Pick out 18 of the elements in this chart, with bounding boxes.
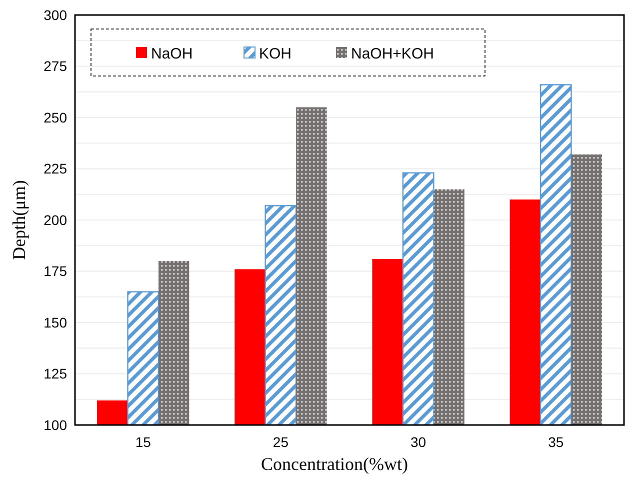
y-tick-label: 250 (44, 109, 68, 126)
y-tick-label: 225 (44, 160, 68, 177)
legend-label: KOH (259, 45, 292, 62)
x-tick-label: 30 (410, 434, 426, 450)
x-tick-label: 25 (272, 434, 289, 450)
y-tick-label: 200 (44, 212, 68, 228)
x-axis-title: Concentration(%wt) (261, 454, 408, 474)
x-tick-label: 35 (548, 434, 564, 450)
legend-label: NaOH (151, 45, 193, 62)
y-tick-label: 100 (44, 416, 68, 433)
y-axis-title: Depth(μm) (9, 180, 29, 260)
y-tick-label: 300 (44, 6, 68, 23)
y-tick-label: 125 (44, 366, 68, 382)
y-tick-label: 275 (44, 58, 68, 74)
y-tick-label: 150 (44, 314, 68, 330)
x-tick-label: 15 (135, 434, 152, 450)
y-tick-label: 175 (44, 263, 68, 280)
legend-label: NaOH+KOH (351, 45, 434, 62)
